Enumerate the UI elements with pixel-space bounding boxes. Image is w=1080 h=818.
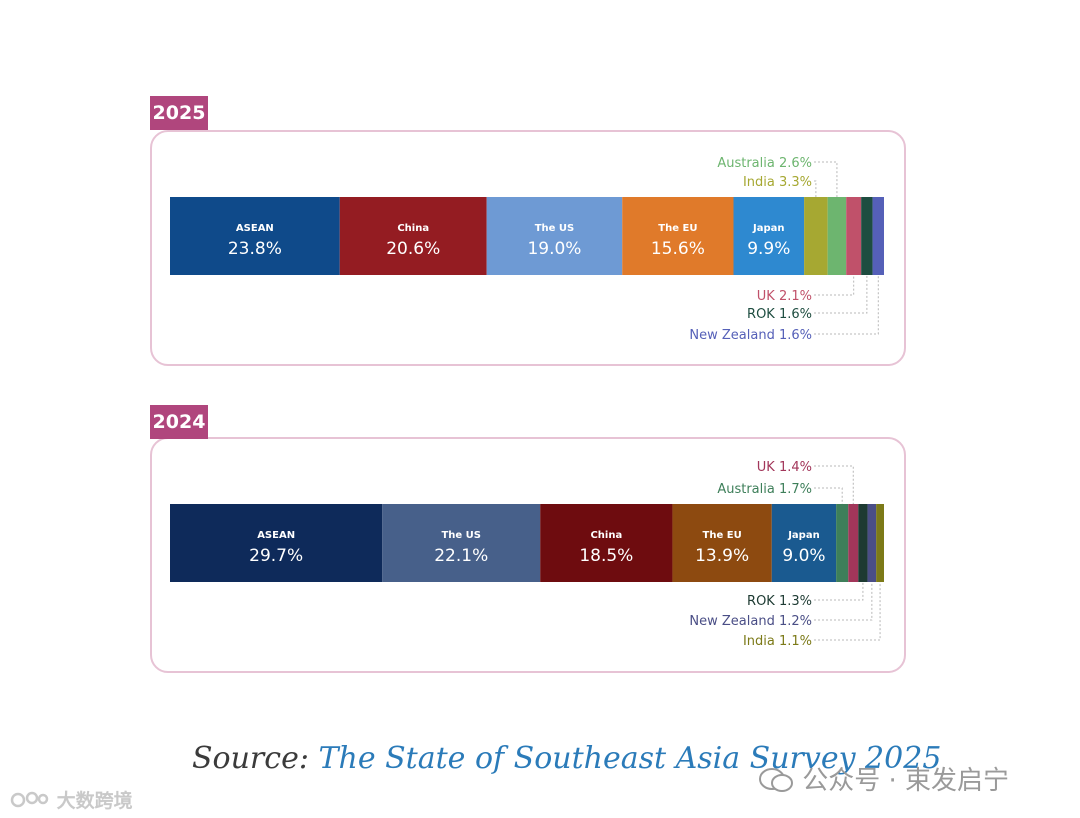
- bar-segment-australia: [836, 504, 849, 582]
- watermark-right-text: 公众号 · 束发启宁: [802, 766, 1010, 796]
- panel-2024: 2024 ASEAN 29.7% The US 22.1% China 18.5% The …: [150, 405, 906, 673]
- panel-2025: 2025 ASEAN 23.8% China 20.6% The US 19.0% The …: [150, 96, 906, 366]
- watermark-left: 大数跨境: [10, 786, 133, 813]
- callout-line-australia: [814, 161, 838, 197]
- bar-segment-australia: [827, 197, 847, 275]
- segment-value-japan: 9.0%: [782, 546, 825, 566]
- bar-segment-the-eu: [672, 504, 772, 582]
- segment-name-the-us: The US: [441, 530, 481, 541]
- callout-label-new-zealand: New Zealand 1.2%: [689, 614, 812, 629]
- segment-name-asean: ASEAN: [236, 223, 274, 234]
- bar-segment-japan: [733, 197, 805, 275]
- source-prefix: Source:: [192, 741, 319, 776]
- bar-segment-india: [804, 197, 828, 275]
- callout-line-rok: [814, 582, 864, 601]
- bar-segment-china: [339, 197, 487, 275]
- callout-label-rok: ROK 1.6%: [747, 307, 812, 322]
- callout-label-uk: UK 1.4%: [757, 460, 812, 475]
- callout-line-uk: [814, 465, 854, 504]
- segment-value-the-eu: 13.9%: [695, 546, 749, 566]
- segment-name-asean: ASEAN: [257, 530, 295, 541]
- segment-name-the-eu: The EU: [658, 223, 697, 234]
- stacked-bar-chart-2025: ASEAN 23.8% China 20.6% The US 19.0% The EU 15.…: [170, 156, 884, 343]
- callout-line-new-zealand: [814, 582, 873, 621]
- bar-segment-china: [540, 504, 673, 582]
- segment-value-asean: 23.8%: [228, 239, 282, 259]
- callout-line-india: [814, 180, 817, 197]
- segment-value-the-eu: 15.6%: [651, 239, 705, 259]
- segment-value-china: 18.5%: [579, 546, 633, 566]
- bar-segment-rok: [861, 197, 873, 275]
- callout-line-uk: [814, 275, 855, 296]
- callout-label-australia: Australia 1.7%: [717, 482, 812, 497]
- segment-value-the-us: 22.1%: [434, 546, 488, 566]
- callout-label-australia: Australia 2.6%: [717, 156, 812, 171]
- watermark-right: 公众号 · 束发启宁: [758, 760, 1009, 797]
- callout-label-india: India 3.3%: [743, 175, 812, 190]
- stacked-bar-chart-2024: ASEAN 29.7% The US 22.1% China 18.5% The EU 13.…: [170, 460, 884, 649]
- callout-label-rok: ROK 1.3%: [747, 594, 812, 609]
- segment-name-japan: Japan: [787, 530, 820, 541]
- segment-name-the-us: The US: [535, 223, 575, 234]
- bar-segment-new-zealand: [867, 504, 877, 582]
- callout-line-rok: [814, 275, 868, 314]
- callout-label-uk: UK 2.1%: [757, 289, 812, 304]
- wechat-icon: [758, 767, 794, 793]
- year-tab-2024: 2024: [150, 405, 208, 439]
- segment-name-china: China: [590, 530, 622, 541]
- bar-segment-japan: [771, 504, 837, 582]
- segment-name-china: China: [397, 223, 429, 234]
- segment-value-asean: 29.7%: [249, 546, 303, 566]
- year-tab-2025: 2025: [150, 96, 208, 130]
- bar-segment-the-us: [382, 504, 541, 582]
- source-caption: Source: The State of Southeast Asia Surv…: [192, 741, 941, 776]
- segment-value-the-us: 19.0%: [527, 239, 581, 259]
- logo-icon: [10, 790, 50, 810]
- segment-name-japan: Japan: [752, 223, 785, 234]
- bar-segment-the-eu: [622, 197, 734, 275]
- watermark-left-text: 大数跨境: [56, 790, 133, 812]
- bar-segment-new-zealand: [872, 197, 884, 275]
- segment-value-japan: 9.9%: [747, 239, 790, 259]
- bar-segment-uk: [846, 197, 862, 275]
- bar-segment-rok: [858, 504, 868, 582]
- segment-value-china: 20.6%: [386, 239, 440, 259]
- segment-name-the-eu: The EU: [703, 530, 742, 541]
- bar-segment-uk: [848, 504, 859, 582]
- callout-line-new-zealand: [814, 275, 879, 335]
- bar-segment-asean: [170, 197, 340, 275]
- callout-line-australia: [814, 487, 843, 504]
- bar-segment-india: [876, 504, 884, 582]
- bar-segment-asean: [170, 504, 383, 582]
- callout-label-new-zealand: New Zealand 1.6%: [689, 328, 812, 343]
- callout-label-india: India 1.1%: [743, 634, 812, 649]
- source-title: The State of Southeast Asia Survey 2025: [318, 741, 942, 776]
- bar-segment-the-us: [486, 197, 623, 275]
- callout-line-india: [814, 582, 881, 641]
